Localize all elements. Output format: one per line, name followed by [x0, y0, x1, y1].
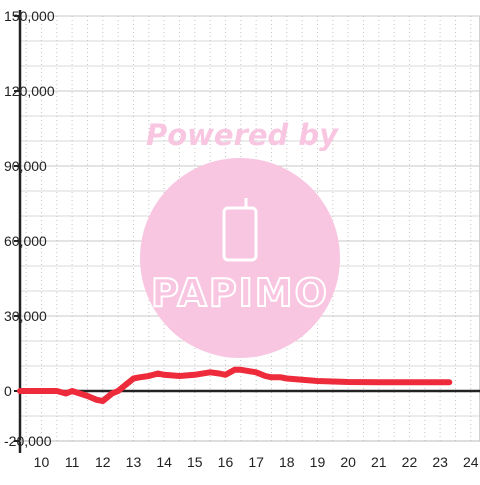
x-tick-label: 10	[34, 454, 50, 470]
x-tick-label: 16	[218, 454, 234, 470]
x-tick-label: 13	[126, 454, 142, 470]
watermark-circle	[140, 158, 340, 358]
x-tick-label: 19	[310, 454, 326, 470]
y-tick-label: 120,000	[4, 83, 55, 99]
watermark-powered-by: Powered by	[146, 118, 339, 152]
y-tick-label: 90,000	[4, 158, 47, 174]
axes	[14, 10, 480, 453]
y-tick-label: 30,000	[4, 308, 47, 324]
y-tick-label: 60,000	[4, 233, 47, 249]
x-tick-label: 14	[156, 454, 172, 470]
x-tick-label: 11	[65, 454, 80, 470]
y-tick-label: 150,000	[4, 8, 55, 24]
x-tick-label: 17	[248, 454, 264, 470]
x-tick-label: 21	[371, 454, 387, 470]
phone-icon	[222, 198, 258, 262]
x-tick-label: 23	[432, 454, 448, 470]
x-tick-label: 18	[279, 454, 295, 470]
x-tick-label: 12	[95, 454, 111, 470]
tick-labels: -20,000 0 30,000 60,000 90,000 120,000 150,000…	[4, 8, 479, 470]
series	[17, 366, 453, 404]
watermark: Powered by PAPIMO	[140, 118, 340, 358]
series-line	[17, 366, 453, 404]
x-tick-label: 22	[402, 454, 418, 470]
y-tick-label: -20,000	[4, 433, 52, 449]
x-tick-label: 15	[187, 454, 203, 470]
x-tick-label: 24	[463, 454, 479, 470]
x-tick-label: 20	[340, 454, 356, 470]
y-tick-label: 0	[4, 383, 12, 399]
watermark-brand: PAPIMO	[151, 271, 329, 315]
